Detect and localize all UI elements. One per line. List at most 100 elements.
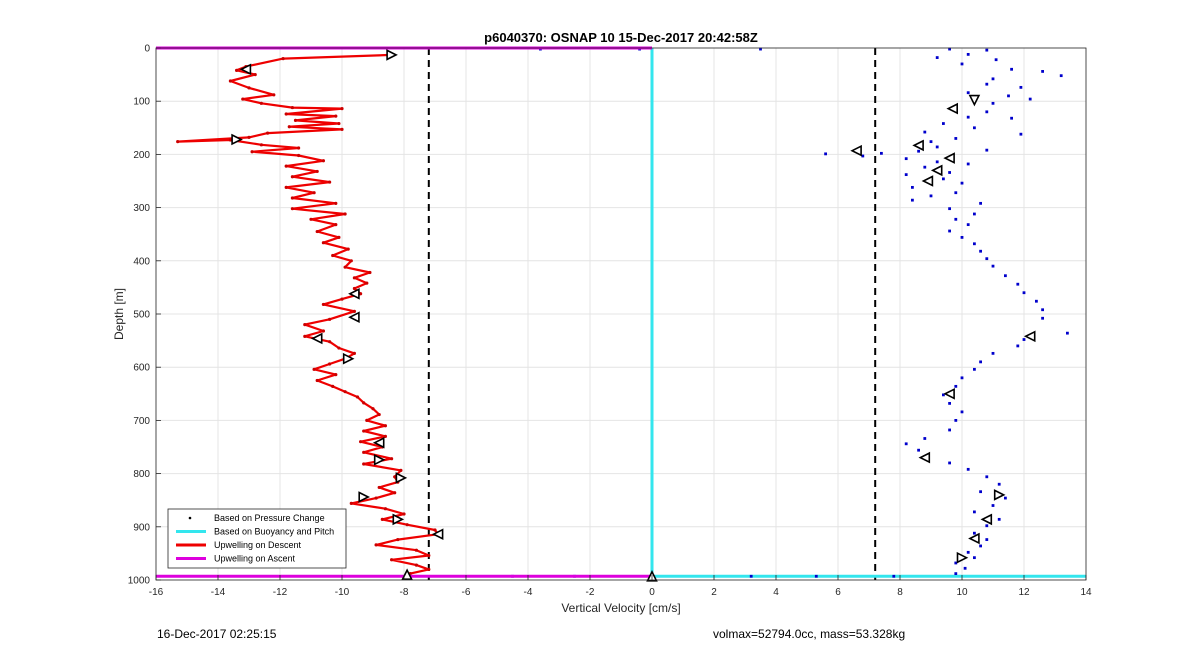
x-tick-label: -10 — [335, 587, 350, 598]
pressure-change-point — [1041, 316, 1044, 320]
pressure-change-point — [904, 442, 908, 446]
legend-label: Upwelling on Descent — [214, 540, 302, 550]
descent-point — [371, 407, 375, 411]
pressure-change-point — [935, 145, 939, 149]
direction-marker — [358, 491, 370, 503]
descent-point — [393, 475, 397, 479]
descent-point — [365, 418, 369, 422]
y-tick-label: 400 — [133, 256, 150, 267]
footer-volmax-mass: volmax=52794.0cc, mass=53.328kg — [713, 627, 905, 641]
pressure-change-point — [966, 52, 970, 56]
descent-point — [328, 362, 332, 366]
y-tick-label: 700 — [133, 416, 150, 427]
y-tick-label: 200 — [133, 150, 150, 161]
direction-marker — [968, 532, 980, 545]
markers — [231, 49, 1036, 582]
descent-point — [352, 309, 356, 313]
pressure-change-point — [1004, 274, 1007, 278]
pressure-change-point — [942, 122, 945, 125]
pressure-change-point — [929, 194, 933, 198]
pressure-change-point — [1028, 97, 1032, 101]
pressure-change-point — [948, 229, 951, 233]
pressure-change-point — [954, 137, 958, 140]
direction-marker — [342, 352, 355, 365]
pressure-change-point — [985, 148, 989, 152]
pressure-change-point — [991, 264, 995, 268]
descent-point — [433, 528, 437, 532]
descent-point — [328, 180, 332, 184]
descent-point — [290, 175, 294, 179]
descent-point — [321, 159, 325, 163]
legend: Based on Pressure Change Based on Buoyanc… — [167, 508, 347, 569]
descent-point — [383, 507, 387, 511]
descent-point — [337, 235, 341, 239]
pressure-change-point — [954, 572, 958, 576]
descent-point — [312, 191, 316, 195]
x-tick-label: -16 — [149, 587, 164, 598]
descent-point — [368, 270, 372, 275]
pressure-change-point — [991, 77, 995, 81]
x-tick-label: 4 — [773, 587, 779, 598]
descent-point — [241, 97, 245, 101]
pressure-change-point — [1035, 299, 1038, 303]
descent-point — [427, 567, 431, 571]
pressure-change-point — [985, 48, 989, 52]
legend-swatch — [188, 516, 192, 520]
descent-point — [359, 292, 363, 296]
descent-point — [340, 127, 344, 131]
descent-point — [377, 485, 381, 490]
footer-timestamp: 16-Dec-2017 02:25:15 — [157, 627, 277, 641]
descent-point — [355, 395, 360, 399]
pressure-change-point — [935, 56, 939, 59]
pressure-change-point — [948, 171, 951, 174]
descent-point — [315, 378, 319, 383]
y-tick-label: 900 — [133, 522, 150, 533]
descent-point — [393, 491, 397, 495]
direction-marker — [993, 489, 1006, 501]
pressure-change-point — [861, 154, 865, 158]
direction-marker — [943, 388, 955, 400]
direction-marker — [348, 288, 360, 300]
descent-point — [352, 286, 356, 291]
descent-point — [352, 276, 356, 280]
descent-point — [362, 429, 366, 433]
pressure-change-point — [948, 461, 951, 465]
descent-point — [383, 434, 387, 438]
direction-marker — [310, 332, 323, 345]
pressure-change-point — [892, 574, 896, 578]
y-axis-label: Depth [m] — [112, 288, 126, 340]
descent-point — [337, 346, 341, 350]
pressure-change-point — [979, 544, 982, 548]
descent-point — [405, 523, 409, 527]
pressure-change-point — [1022, 338, 1026, 341]
descent-point — [293, 118, 298, 122]
x-tick-label: -14 — [211, 587, 226, 598]
pressure-change-point — [1016, 282, 1020, 286]
descent-point — [383, 424, 387, 428]
descent-point — [337, 121, 341, 126]
descent-point — [312, 367, 316, 371]
pressure-change-point — [973, 556, 976, 560]
pressure-change-point — [997, 517, 1001, 521]
x-tick-label: 2 — [711, 587, 717, 598]
descent-point — [334, 373, 338, 377]
pressure-change-point — [911, 198, 914, 202]
pressure-change-point — [1041, 308, 1044, 312]
x-tick-label: 6 — [835, 587, 841, 598]
pressure-change-point — [904, 157, 908, 161]
descent-point — [343, 390, 347, 394]
pressure-change-point — [1066, 331, 1069, 335]
pressure-change-point — [960, 376, 964, 380]
direction-marker — [239, 63, 252, 76]
pressure-change-point — [954, 217, 958, 221]
pressure-change-point — [966, 115, 970, 119]
pressure-change-point — [1022, 291, 1026, 295]
descent-point — [349, 501, 353, 505]
pressure-change-point — [1007, 94, 1010, 98]
tick-labels: -16 -14 -12 -10 -8 -6 -4 -2 0 2 4 6 8 10 12 14 0 100 200 30… — [128, 44, 1092, 599]
y-tick-label: 600 — [133, 363, 150, 374]
direction-marker — [392, 513, 405, 526]
pressure-change-point — [973, 212, 976, 216]
pressure-change-point — [923, 437, 927, 440]
descent-point — [309, 217, 313, 221]
